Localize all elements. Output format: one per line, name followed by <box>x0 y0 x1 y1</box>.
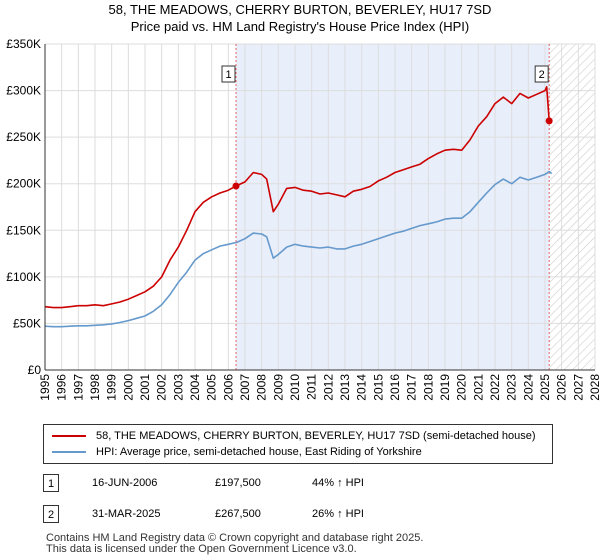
transaction-marker-1: 1 <box>43 474 59 492</box>
sale-point-2 <box>545 117 553 125</box>
x-tick-label: 2009 <box>271 374 285 401</box>
x-tick-label: 2005 <box>205 374 219 401</box>
y-tick-label: £250K <box>6 130 41 144</box>
sale-label-box-2 <box>534 65 549 83</box>
x-tick-label: 2024 <box>521 374 535 401</box>
y-tick-label: £100K <box>6 270 41 284</box>
y-tick-label: £150K <box>6 223 41 237</box>
x-tick-label: 1999 <box>105 374 119 401</box>
chart-subtitle: Price paid vs. HM Land Registry's House … <box>130 19 470 34</box>
transaction-marker-2: 2 <box>43 505 59 523</box>
legend-item-property: 58, THE MEADOWS, CHERRY BURTON, BEVERLEY… <box>52 428 536 444</box>
legend-label-hpi: HPI: Average price, semi-detached house,… <box>96 446 422 458</box>
x-tick-label: 2003 <box>171 374 185 401</box>
x-tick-label: 2020 <box>455 374 469 401</box>
sale-point-1 <box>232 182 240 190</box>
x-tick-label: 2010 <box>288 374 302 401</box>
chart-title: 58, THE MEADOWS, CHERRY BURTON, BEVERLEY… <box>108 2 492 17</box>
legend-swatch-hpi <box>52 451 86 453</box>
sale-label-box-1 <box>221 65 236 83</box>
x-tick-label: 2023 <box>505 374 519 401</box>
x-tick-label: 2025 <box>538 374 552 401</box>
x-tick-label: 2028 <box>588 374 600 401</box>
x-tick-label: 2001 <box>138 374 152 401</box>
x-tick-label: 2013 <box>338 374 352 401</box>
transaction-date-2: 31-MAR-2025 <box>92 508 161 520</box>
x-tick-label: 1998 <box>88 374 102 401</box>
legend-label-property: 58, THE MEADOWS, CHERRY BURTON, BEVERLEY… <box>96 430 536 442</box>
x-tick-label: 2026 <box>555 374 569 401</box>
transaction-hpi-2: 26% ↑ HPI <box>312 508 364 520</box>
x-tick-label: 2016 <box>388 374 402 401</box>
x-tick-label: 2002 <box>155 374 169 401</box>
transaction-price-1: £197,500 <box>215 477 261 489</box>
y-tick-label: £50K <box>13 316 41 330</box>
chart-legend: 58, THE MEADOWS, CHERRY BURTON, BEVERLEY… <box>43 424 553 464</box>
x-tick-label: 2027 <box>571 374 585 401</box>
x-tick-label: 2014 <box>355 374 369 401</box>
y-tick-label: £350K <box>6 37 41 51</box>
transaction-hpi-1: 44% ↑ HPI <box>312 477 364 489</box>
sale-label-1: 1 <box>225 69 231 81</box>
x-tick-label: 1997 <box>71 374 85 401</box>
y-tick-label: £200K <box>6 177 41 191</box>
x-tick-label: 2022 <box>488 374 502 401</box>
sale-label-2: 2 <box>539 69 545 81</box>
x-tick-label: 2006 <box>221 374 235 401</box>
y-tick-label: £300K <box>6 84 41 98</box>
legend-swatch-property <box>52 435 86 437</box>
transaction-price-2: £267,500 <box>215 508 261 520</box>
x-tick-label: 2008 <box>255 374 269 401</box>
y-tick-label: £0 <box>28 363 42 377</box>
footer-licence: This data is licensed under the Open Gov… <box>46 543 357 555</box>
legend-item-hpi: HPI: Average price, semi-detached house,… <box>52 444 422 460</box>
x-tick-label: 2000 <box>121 374 135 401</box>
x-tick-label: 2011 <box>305 374 319 400</box>
ownership-shaded-region <box>236 44 550 370</box>
x-tick-label: 2017 <box>405 374 419 401</box>
footer-copyright: Contains HM Land Registry data © Crown c… <box>46 532 424 544</box>
property-price-line <box>44 86 553 309</box>
hpi-series-line <box>44 170 553 328</box>
x-tick-label: 2018 <box>421 374 435 401</box>
x-tick-label: 2004 <box>188 374 202 401</box>
x-tick-label: 1996 <box>55 374 69 401</box>
x-tick-label: 2007 <box>238 374 252 401</box>
x-tick-label: 1995 <box>38 374 52 401</box>
x-tick-label: 2019 <box>438 374 452 401</box>
future-hatched-region <box>549 44 595 370</box>
x-tick-label: 2015 <box>371 374 385 401</box>
x-tick-label: 2021 <box>471 374 485 401</box>
x-tick-label: 2012 <box>321 374 335 401</box>
transaction-date-1: 16-JUN-2006 <box>92 477 158 489</box>
